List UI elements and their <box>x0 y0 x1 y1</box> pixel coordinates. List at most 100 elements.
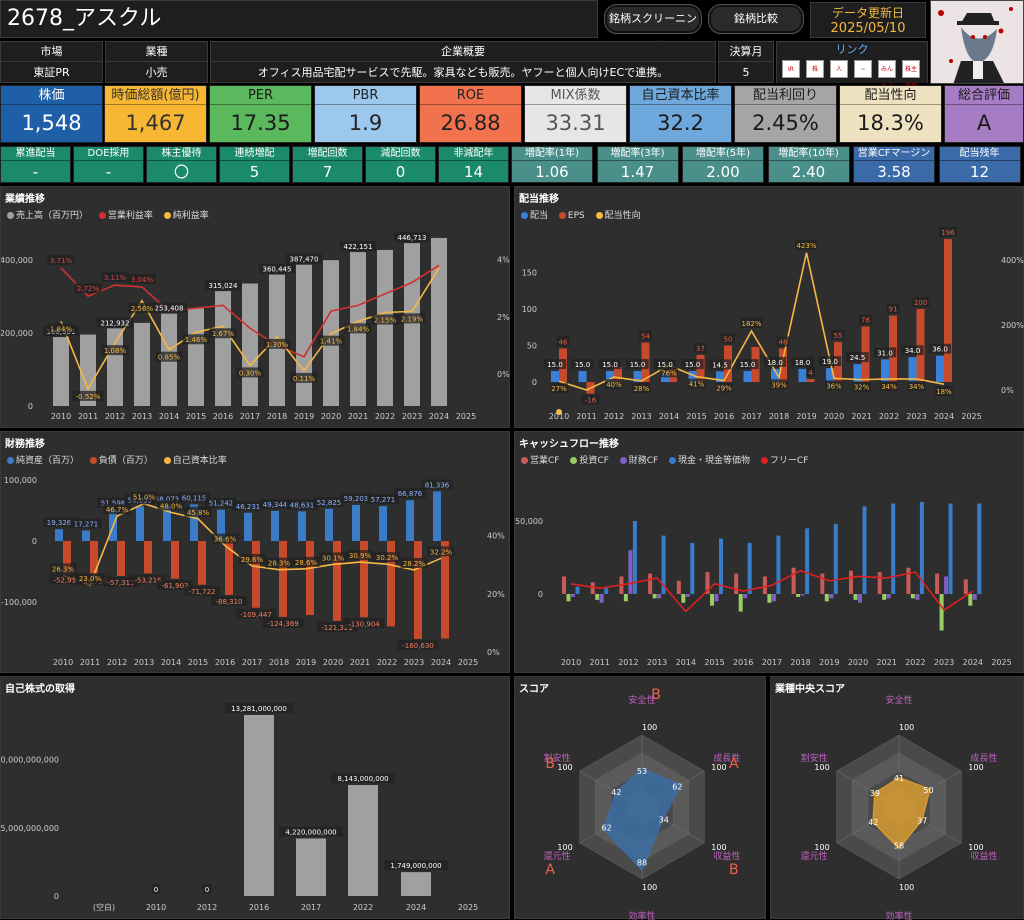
x-tick-label: 2018 <box>769 412 789 421</box>
radar-grade: A <box>729 756 739 772</box>
label-bg <box>858 314 873 325</box>
label-bg <box>398 313 426 324</box>
stat-value: 1.47 <box>620 163 655 181</box>
label-bg <box>178 492 210 503</box>
cash-bar <box>919 502 924 594</box>
label-bg <box>384 860 448 871</box>
y2-tick-label: 2% <box>497 313 510 322</box>
label-bg <box>47 254 75 265</box>
label-bg <box>290 372 318 383</box>
chart-link-icon[interactable]: ~ <box>854 60 872 78</box>
label-bg <box>209 328 237 339</box>
dividend-panel: 配当推移 配当 EPS 配当性向 0 50 100 150 0% 200% 400% 15.0… <box>514 186 1024 428</box>
stat-value: - <box>32 163 39 181</box>
stat-value: 5 <box>249 163 260 181</box>
ir-bank-icon[interactable]: IR <box>782 60 800 78</box>
data-label: 315,024 <box>209 282 238 290</box>
net-assets-bar <box>298 511 306 541</box>
label-bg <box>102 576 140 587</box>
radar-axis-label: 効率性 <box>628 910 655 920</box>
label-bg <box>48 574 86 585</box>
data-label: -52,915 <box>53 576 80 584</box>
cash-bar <box>948 503 953 594</box>
compare-button[interactable]: 銘柄比較 <box>708 4 804 34</box>
data-label: 446,713 <box>398 234 427 242</box>
data-label: 41% <box>689 381 705 389</box>
liabilities-bar <box>387 541 395 627</box>
inv-cf-bar <box>939 594 944 631</box>
stat-label: 連続増配 <box>220 147 289 161</box>
x-tick-label: 2014 <box>676 658 696 667</box>
kpi-label: 総合評価 <box>945 86 1023 105</box>
data-label: 28% <box>634 385 650 393</box>
dividend-bar <box>853 364 862 382</box>
radar-max-label: 100 <box>899 723 914 732</box>
kpi-label: ROE <box>420 86 521 105</box>
label-bg <box>901 345 924 356</box>
screening-button[interactable]: 銘柄スクリーニング <box>604 4 702 53</box>
op-cf-bar <box>676 580 681 594</box>
radar-area <box>602 768 682 872</box>
data-label: 40% <box>606 381 622 389</box>
radar-value: 37 <box>917 816 927 825</box>
cash-bar <box>604 588 609 594</box>
cash-bar <box>805 528 810 594</box>
radar-max-label: 100 <box>642 723 657 732</box>
label-bg <box>236 367 264 378</box>
y-tick-label: 50 <box>527 342 537 351</box>
x-tick-label: 2016 <box>215 658 235 667</box>
fin-cf-bar <box>628 550 633 594</box>
inv-cf-bar <box>968 594 973 606</box>
person-icon[interactable]: 人 <box>830 60 848 78</box>
x-tick-label: 2017 <box>242 658 262 667</box>
y2-tick-label: 0% <box>1001 386 1014 395</box>
stat-6: 非減配年 14 <box>438 146 509 183</box>
data-label: 36.0 <box>932 346 948 354</box>
data-label: 31.0 <box>877 349 893 357</box>
data-label: 2.19% <box>401 315 424 323</box>
label-bg <box>708 359 732 370</box>
label-bg <box>598 359 622 370</box>
stat-value: 1.06 <box>535 163 569 181</box>
label-bg <box>232 500 264 511</box>
y2-tick-label: 20% <box>487 590 505 599</box>
net-assets-bar <box>433 491 441 541</box>
data-label: 32% <box>854 384 870 392</box>
label-bg <box>638 330 653 341</box>
x-tick-label: 2021 <box>348 412 368 421</box>
label-bg <box>571 359 594 370</box>
cashflow-legend: 営業CF 投資CF 財務CF 現金・現金等価物 フリーCF <box>521 453 816 466</box>
eps-bar <box>806 379 815 382</box>
label-bg <box>939 226 957 237</box>
label-bg <box>129 574 167 585</box>
yutai-icon[interactable]: 株主優待 <box>902 60 920 90</box>
data-label: 34.0 <box>905 347 921 355</box>
radar-max-label: 100 <box>557 843 572 852</box>
data-label: 26.3% <box>52 565 75 573</box>
inv-cf-bar <box>882 594 887 600</box>
data-label: 1.84% <box>50 325 73 333</box>
data-label: 18% <box>936 388 952 396</box>
kpi-value: 26.88 <box>440 111 501 135</box>
inv-cf-bar <box>853 594 858 600</box>
data-label: 23.0% <box>79 575 102 583</box>
data-label: 51.0% <box>133 494 156 502</box>
label-bg <box>721 333 735 344</box>
sales-bar <box>242 283 258 406</box>
op-cf-bar <box>762 576 767 594</box>
op-cf-bar <box>648 573 653 594</box>
label-bg <box>397 639 439 650</box>
y-tick-label: 10,000,000,000 <box>1 756 59 765</box>
label-bg <box>935 386 953 397</box>
x-tick-label: 2011 <box>80 658 100 667</box>
dividend-bar <box>881 359 889 382</box>
kpi-label: 時価総額(億円) <box>105 86 206 105</box>
label-bg <box>157 500 185 511</box>
kpi-label: 株価 <box>1 86 102 105</box>
radar-axis-label: 還元性 <box>544 850 571 862</box>
minkabu-icon[interactable]: みんかぶ <box>878 60 896 90</box>
liabilities-bar <box>333 541 341 621</box>
label-bg <box>211 533 239 544</box>
label-bg <box>128 302 156 313</box>
kabutan-icon[interactable]: 株 <box>806 60 824 78</box>
